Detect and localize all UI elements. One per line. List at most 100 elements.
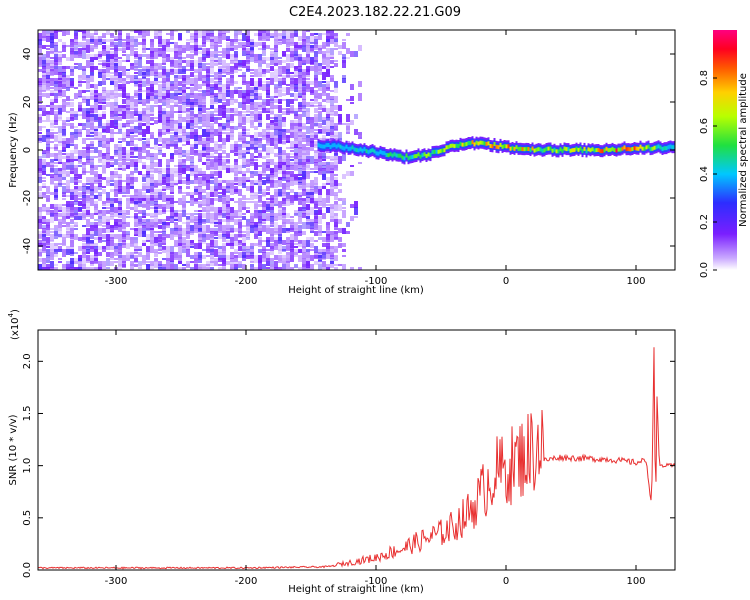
noise-cell (250, 252, 254, 256)
noise-cell (314, 84, 318, 87)
noise-cell (334, 111, 338, 116)
noise-cell (50, 63, 54, 68)
noise-cell (50, 57, 54, 59)
noise-cell (94, 225, 98, 231)
noise-cell (82, 213, 86, 220)
spectrogram-x-tick-label: -100 (365, 276, 388, 287)
noise-cell (106, 123, 110, 126)
noise-cell (222, 126, 226, 130)
noise-cell (286, 45, 290, 49)
noise-cell (170, 132, 174, 134)
noise-cell (250, 267, 254, 270)
noise-cell (146, 144, 150, 148)
noise-cell (282, 249, 286, 251)
noise-cell (278, 42, 282, 45)
noise-cell (218, 249, 222, 253)
noise-cell (86, 249, 90, 254)
noise-cell (94, 243, 98, 247)
noise-cell (306, 84, 310, 92)
noise-cell (338, 120, 342, 125)
noise-cell (118, 258, 122, 266)
noise-cell (270, 138, 274, 146)
noise-cell (146, 126, 150, 134)
noise-cell (322, 168, 326, 171)
noise-cell (266, 84, 270, 87)
noise-cell (294, 156, 298, 164)
noise-cell (274, 87, 278, 93)
noise-cell (106, 210, 110, 214)
noise-cell (94, 231, 98, 236)
noise-cell (306, 108, 310, 112)
noise-cell (318, 156, 322, 162)
noise-cell (134, 114, 138, 116)
noise-cell (74, 42, 78, 45)
noise-cell (118, 66, 122, 71)
noise-cell (146, 213, 150, 216)
noise-cell (270, 48, 274, 50)
noise-cell (90, 177, 94, 183)
noise-cell (238, 87, 242, 89)
noise-cell (338, 264, 342, 266)
noise-cell (222, 219, 226, 222)
noise-cell (222, 189, 226, 197)
noise-cell (314, 144, 318, 146)
noise-cell (138, 87, 142, 89)
noise-cell (286, 228, 290, 232)
noise-cell (198, 177, 202, 184)
noise-cell (202, 264, 206, 268)
noise-cell (330, 60, 334, 64)
noise-cell (206, 90, 210, 96)
noise-cell (198, 141, 202, 144)
noise-cell (282, 33, 286, 38)
noise-cell (102, 204, 106, 206)
noise-cell (258, 219, 262, 226)
noise-cell (258, 132, 262, 137)
spectrogram-x-tick-label: 0 (503, 276, 509, 287)
noise-cell (158, 231, 162, 233)
noise-cell (182, 87, 186, 89)
noise-cell (66, 201, 70, 209)
noise-cell (126, 216, 130, 218)
noise-cell (110, 105, 114, 112)
noise-cell (166, 177, 170, 183)
noise-cell (134, 192, 138, 196)
noise-cell (158, 96, 162, 101)
noise-cell (190, 33, 194, 37)
noise-cell (42, 69, 46, 71)
noise-cell (178, 87, 182, 91)
noise-cell (270, 201, 274, 208)
ridge-core (533, 148, 536, 153)
noise-cell (90, 150, 94, 153)
noise-cell (306, 54, 310, 58)
noise-cell (334, 105, 338, 110)
noise-cell (186, 93, 190, 100)
ridge-core (535, 147, 538, 152)
noise-cell (290, 174, 294, 181)
noise-cell (318, 36, 322, 40)
noise-cell (154, 81, 158, 85)
noise-cell (78, 186, 82, 191)
noise-cell (282, 75, 286, 79)
noise-cell (182, 180, 186, 184)
noise-cell (306, 216, 310, 219)
noise-cell (266, 36, 270, 41)
noise-cell (214, 261, 218, 266)
noise-cell (214, 183, 218, 191)
noise-cell (46, 33, 50, 37)
ridge-core (455, 143, 458, 148)
noise-cell (214, 159, 218, 163)
noise-cell (270, 126, 274, 130)
noise-cell (290, 177, 294, 180)
noise-cell (162, 249, 166, 253)
noise-cell (306, 267, 310, 270)
noise-cell (302, 138, 306, 142)
noise-cell (154, 144, 158, 150)
noise-cell (270, 237, 274, 242)
noise-cell (78, 132, 82, 137)
noise-cell (186, 123, 190, 129)
noise-cell (102, 69, 106, 73)
noise-cell (130, 39, 134, 47)
noise-cell (94, 84, 98, 89)
noise-cell (182, 153, 186, 155)
noise-cell (262, 156, 266, 159)
